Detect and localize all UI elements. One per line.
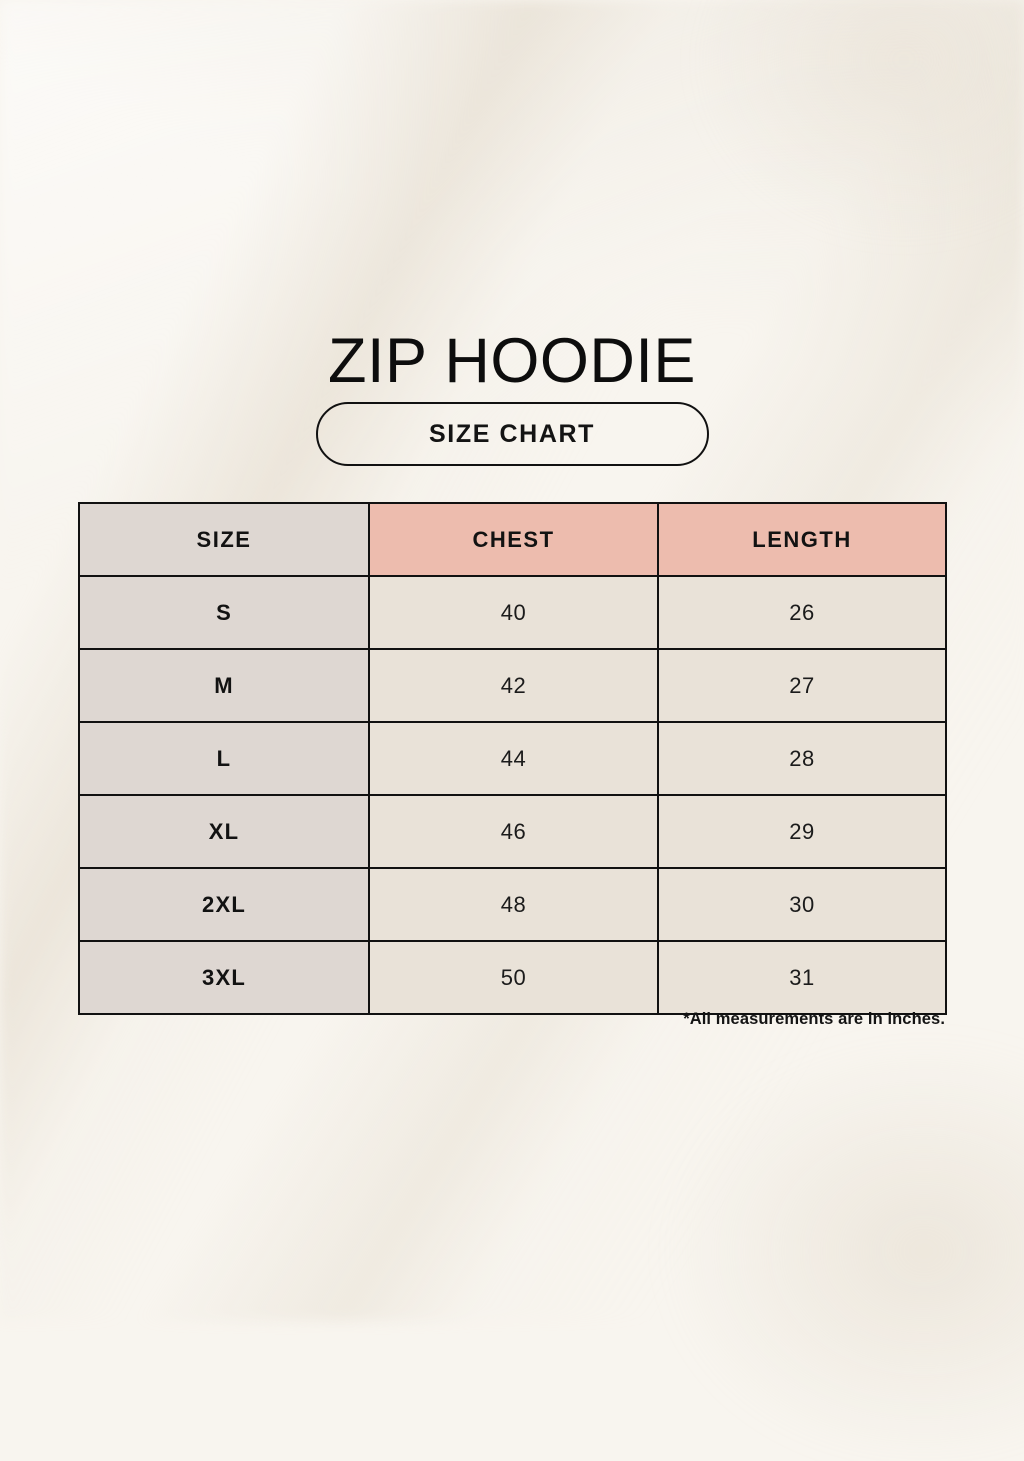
cell-length: 30 bbox=[657, 867, 947, 942]
table-row: XL 46 29 bbox=[78, 794, 947, 869]
cell-length: 31 bbox=[657, 940, 947, 1015]
background-shadow-top-right bbox=[694, 0, 1024, 240]
cell-size: S bbox=[78, 575, 370, 650]
size-table: SIZE CHEST LENGTH S 40 26 M 42 27 L 44 28 XL 46 29 2… bbox=[78, 502, 947, 1015]
size-table-body: S 40 26 M 42 27 L 44 28 XL 46 29 2XL 48 30 3XL 50 31 bbox=[78, 575, 947, 1015]
column-header-size: SIZE bbox=[78, 502, 370, 577]
table-row: 2XL 48 30 bbox=[78, 867, 947, 942]
cell-size: L bbox=[78, 721, 370, 796]
cell-length: 29 bbox=[657, 794, 947, 869]
cell-size: 3XL bbox=[78, 940, 370, 1015]
cell-size: XL bbox=[78, 794, 370, 869]
cell-chest: 46 bbox=[368, 794, 659, 869]
table-header-row: SIZE CHEST LENGTH bbox=[78, 502, 947, 577]
cell-length: 27 bbox=[657, 648, 947, 723]
column-header-length: LENGTH bbox=[657, 502, 947, 577]
measurements-footnote: *All measurements are in inches. bbox=[683, 1010, 945, 1028]
cell-chest: 42 bbox=[368, 648, 659, 723]
cell-length: 28 bbox=[657, 721, 947, 796]
column-header-chest: CHEST bbox=[368, 502, 659, 577]
cell-chest: 40 bbox=[368, 575, 659, 650]
table-row: L 44 28 bbox=[78, 721, 947, 796]
badge-container: SIZE CHART bbox=[0, 402, 1024, 466]
table-row: 3XL 50 31 bbox=[78, 940, 947, 1015]
size-table-container: SIZE CHEST LENGTH S 40 26 M 42 27 L 44 28 XL 46 29 2… bbox=[78, 502, 947, 1015]
background-shadow-bottom-right bbox=[664, 1041, 1024, 1461]
page-title: ZIP HOODIE bbox=[328, 326, 696, 397]
cell-size: M bbox=[78, 648, 370, 723]
cell-length: 26 bbox=[657, 575, 947, 650]
table-row: M 42 27 bbox=[78, 648, 947, 723]
table-row: S 40 26 bbox=[78, 575, 947, 650]
cell-chest: 48 bbox=[368, 867, 659, 942]
size-table-header: SIZE CHEST LENGTH bbox=[78, 502, 947, 577]
cell-size: 2XL bbox=[78, 867, 370, 942]
cell-chest: 50 bbox=[368, 940, 659, 1015]
size-chart-badge: SIZE CHART bbox=[315, 402, 709, 466]
cell-chest: 44 bbox=[368, 721, 659, 796]
